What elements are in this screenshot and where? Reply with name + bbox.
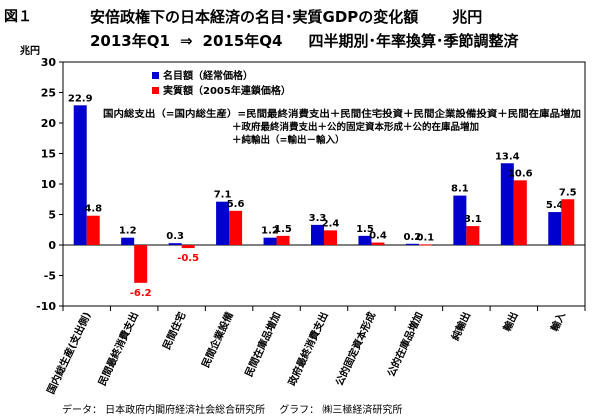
x-category-label: 民間住宅 [160,310,189,352]
real-bar [371,242,385,245]
x-category-label: 民間在庫品増加 [242,310,283,379]
footer-data-source: データ： 日本政府内閣府経済社会総合研究所 [62,405,266,416]
real-bar [418,244,432,246]
nominal-data-label: 7.1 [214,190,232,201]
nominal-bar [216,201,230,245]
x-category-label: 純輸出 [449,310,473,343]
nominal-data-label: 1.2 [119,226,137,237]
y-tick-label: 15 [41,148,56,161]
real-bar [134,245,148,283]
nominal-data-label: 1.2 [261,226,279,237]
real-bar [276,235,290,245]
nominal-data-label: 0.3 [166,231,184,242]
chart-title-line1: 安倍政権下の日本経済の名目･実質GDPの変化額 兆円 [90,6,590,27]
y-axis-unit-label: 兆円 [20,46,40,57]
real-bar [324,230,337,245]
real-bar [229,210,243,245]
real-bar [513,180,527,245]
legend-swatch [152,72,159,79]
real-data-label: -6.2 [130,288,152,299]
x-category-label: 民間最終消費支出 [95,310,141,388]
real-data-label: 3.1 [464,214,482,225]
x-category-label: 民間企業設備 [199,310,236,370]
legend-label: 名目額（経常価格） [163,69,253,82]
y-tick-label: 5 [48,209,56,222]
real-bar [181,245,195,249]
real-data-label: 7.5 [559,187,577,198]
footer-graph-source: グラフ： ㈱三極経済研究所 [279,405,403,416]
chart-title-line2: 2013年Q1 ⇒ 2015年Q4 四半期別･年率換算･季節調整済 [90,30,600,51]
x-category-label: 輸入 [548,310,568,334]
real-bar [466,226,480,245]
x-category-label: 公的固定資本形成 [333,310,379,388]
formula-annotation-line: ＋政府最終消費支出＋公的固定資本形成＋公的在庫品増加 [232,121,479,133]
x-category-label: 公的在庫品増加 [384,310,425,379]
legend-swatch [152,87,159,94]
title-arrow: ⇒ [179,32,193,50]
real-data-label: 1.5 [274,224,292,235]
nominal-bar [453,195,467,245]
real-data-label: 4.8 [84,204,102,215]
legend-label: 実質額（2005年連鎖価格） [163,84,291,97]
figure-label: 図１ [4,9,32,25]
nominal-data-label: 8.1 [451,184,469,195]
y-tick-label: 20 [41,117,57,130]
real-data-label: -0.5 [177,253,199,264]
real-data-label: 10.6 [508,168,533,179]
real-data-label: 2.4 [322,218,340,229]
real-data-label: 0.1 [417,232,435,243]
formula-annotation-line: 国内総支出（=国内総生産）=民間最終消費支出＋民間住宅投資＋民間企業設備投資＋民… [103,108,581,120]
y-tick-label: -5 [44,270,56,283]
nominal-bar [121,237,135,245]
nominal-data-label: 22.9 [68,93,93,104]
nominal-bar [168,243,182,245]
y-tick-label: -10 [36,300,56,313]
y-tick-label: 0 [48,239,56,252]
y-tick-label: 30 [41,56,57,69]
nominal-bar [263,237,277,245]
title-period-start: 2013年Q1 [90,32,170,50]
footer-source: データ： 日本政府内閣府経済社会総合研究所 グラフ： ㈱三極経済研究所 [62,401,402,416]
title-unit: 兆円 [452,8,483,26]
formula-annotation-line: ＋純輸出（=輸出－輸入） [232,134,344,146]
nominal-bar [500,163,514,245]
nominal-bar [548,212,562,245]
nominal-data-label: 0.2 [404,232,422,243]
real-bar [86,215,100,245]
title-period-end: 2015年Q4 [202,32,283,50]
nominal-data-label: 1.5 [356,224,374,235]
nominal-data-label: 5.4 [546,200,564,211]
nominal-bar [311,224,324,245]
nominal-bar [405,243,419,245]
x-category-label: 輸出 [500,310,520,334]
real-data-label: 5.6 [227,199,245,210]
nominal-bar [358,235,372,245]
title-method: 四半期別･年率換算･季節調整済 [308,32,519,50]
real-data-label: 0.4 [369,231,387,242]
nominal-bar [73,105,87,245]
nominal-data-label: 13.4 [495,151,520,162]
nominal-data-label: 3.3 [309,213,327,224]
x-category-label: 政府最終消費支出 [285,310,331,388]
x-category-label: 国内総生産(支出側) [44,310,93,396]
y-tick-label: 10 [41,178,57,191]
y-tick-label: 25 [41,87,56,100]
title-main: 安倍政権下の日本経済の名目･実質GDPの変化額 [90,8,419,26]
real-bar [561,199,575,245]
